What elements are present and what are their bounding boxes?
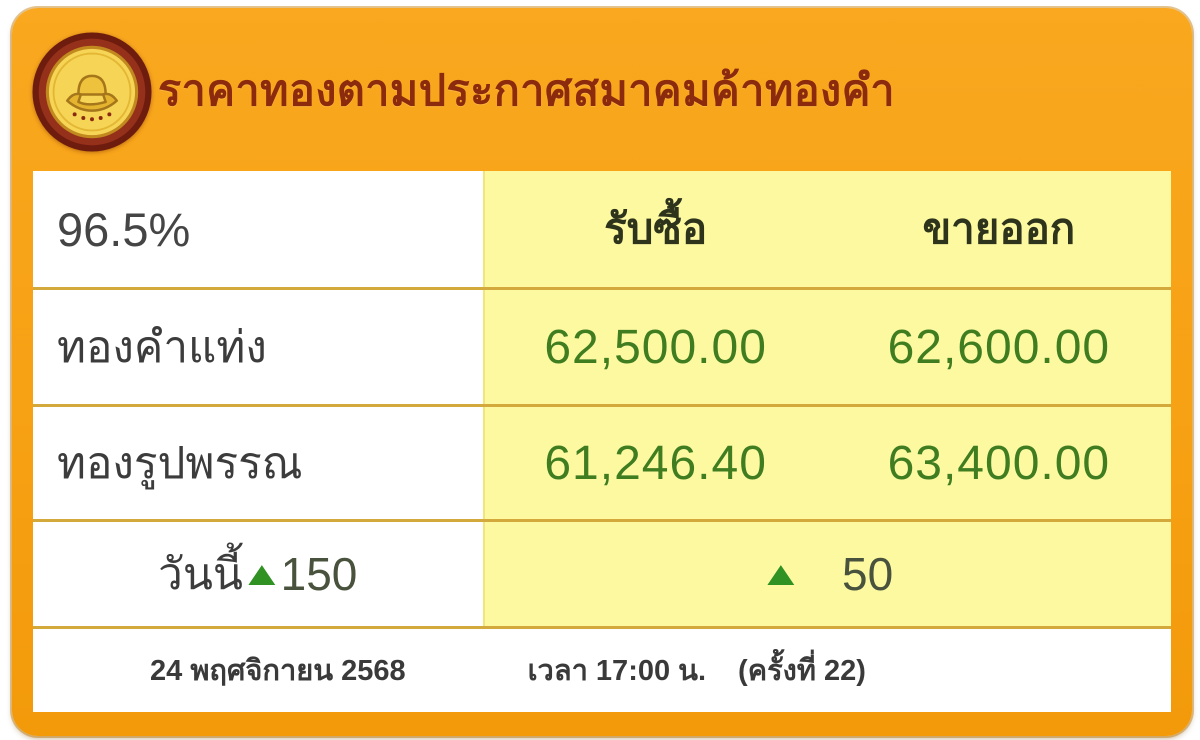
announcement-time: เวลา 17:00 น. <box>527 655 707 688</box>
buy-price-cell: 62,500.00 <box>482 290 827 405</box>
table-row-daily-change: วันนี้ ▲ 150 ▲ 50 <box>33 518 1171 626</box>
today-label: วันนี้ <box>158 549 243 599</box>
up-arrow-icon: ▲ <box>239 554 285 593</box>
gold-bar-buy-price: 62,500.00 <box>544 320 767 374</box>
gold-ingot-icon <box>65 74 119 121</box>
table-header-row: 96.5% รับซื้อ ขายออก <box>33 171 1171 288</box>
row-label-cell: ทองรูปพรรณ <box>57 439 303 489</box>
today-change-cell: วันนี้ ▲ 150 <box>33 522 483 626</box>
gold-bar-sell-price: 62,600.00 <box>887 320 1111 374</box>
ornament-sell-price: 63,400.00 <box>887 436 1111 490</box>
sell-column-header: ขายออก <box>826 171 1171 288</box>
ornament-change-cell: ▲ 50 <box>482 521 1171 626</box>
table-row-gold-bar: ทองคำแท่ง 62,500.00 62,600.00 <box>33 287 1171 405</box>
bar-change-value: 150 <box>280 547 358 600</box>
gold-price-card: ราคาทองตามประกาศสมาคมค้าทองคำ 96.5% รับซ… <box>12 8 1192 736</box>
announcement-date: 24 พฤศจิกายน 2568 <box>150 655 406 688</box>
ornament-buy-price: 61,246.40 <box>544 436 767 490</box>
announcement-round: (ครั้งที่ 22) <box>738 655 866 688</box>
sell-price-cell: 62,600.00 <box>826 290 1171 405</box>
page-title: ราคาทองตามประกาศสมาคมค้าทองคำ <box>158 66 896 115</box>
gold-association-logo-icon <box>32 31 152 152</box>
buy-price-cell: 61,246.40 <box>482 407 827 519</box>
buy-column-header: รับซื้อ <box>482 171 827 288</box>
price-table: 96.5% รับซื้อ ขายออก ทองคำแท่ง 62,500.00… <box>33 171 1171 712</box>
up-arrow-icon: ▲ <box>758 554 804 593</box>
ornament-change-value: 50 <box>841 547 894 600</box>
purity-cell: 96.5% <box>33 171 483 287</box>
sell-price-cell: 63,400.00 <box>826 407 1171 519</box>
card-header: ราคาทองตามประกาศสมาคมค้าทองคำ <box>12 8 1192 171</box>
table-row-gold-ornament: ทองรูปพรรณ 61,246.40 63,400.00 <box>33 404 1171 519</box>
table-footer-row: 24 พฤศจิกายน 2568 เวลา 17:00 น. (ครั้งที… <box>33 625 1171 712</box>
purity-value: 96.5% <box>57 202 191 256</box>
row-label-cell: ทองคำแท่ง <box>57 323 267 373</box>
